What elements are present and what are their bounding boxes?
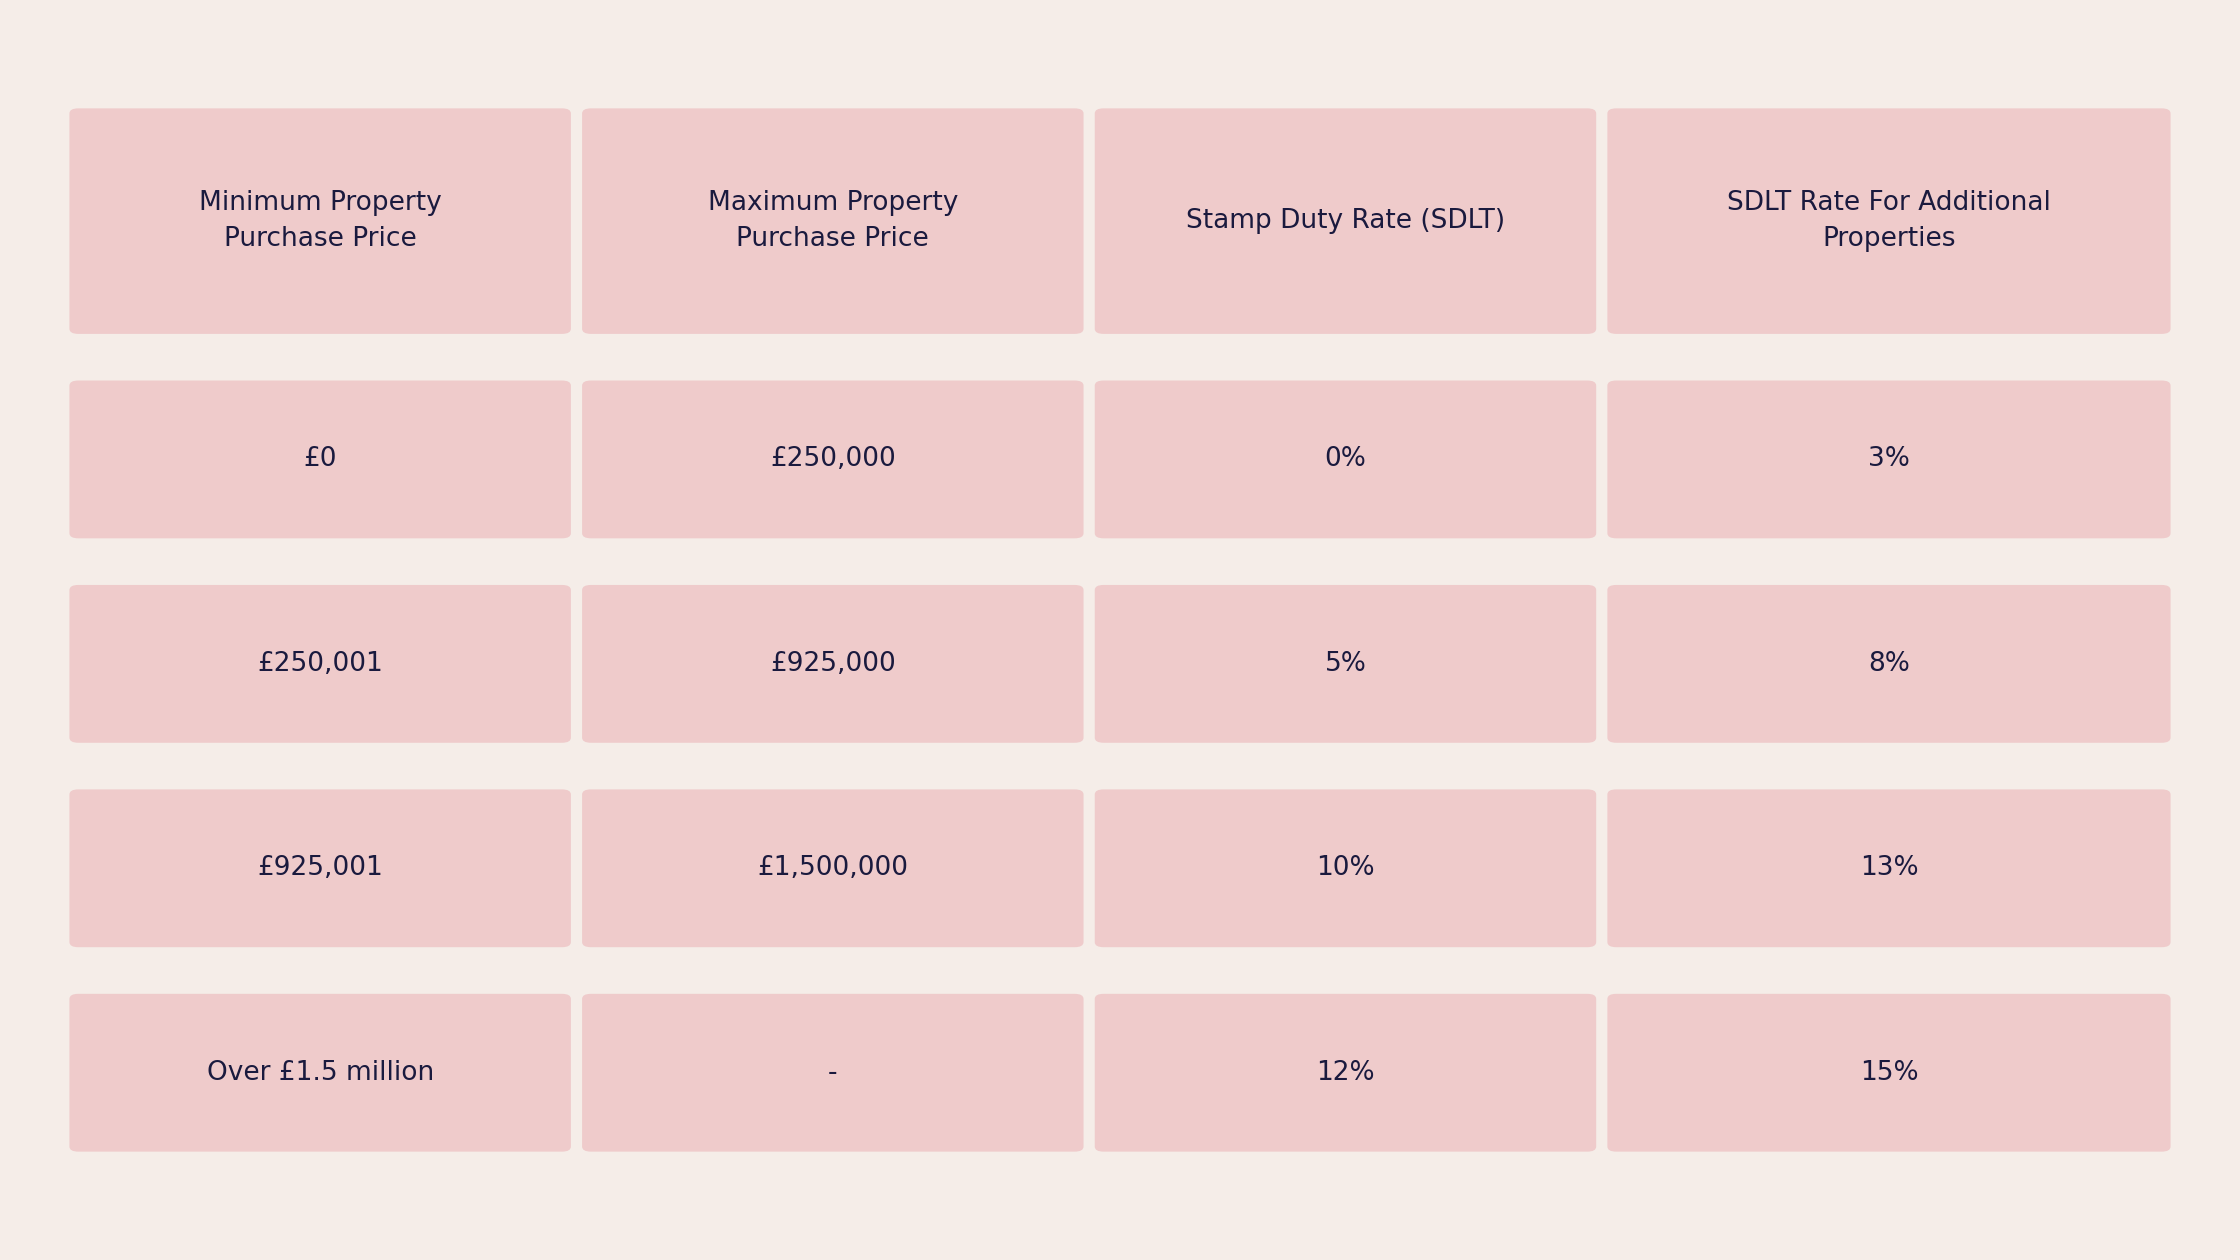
FancyBboxPatch shape <box>69 789 571 948</box>
Text: 13%: 13% <box>1859 856 1917 881</box>
FancyBboxPatch shape <box>1095 381 1597 538</box>
Text: 8%: 8% <box>1868 651 1911 677</box>
FancyBboxPatch shape <box>1095 585 1597 742</box>
FancyBboxPatch shape <box>1095 994 1597 1152</box>
FancyBboxPatch shape <box>582 585 1084 742</box>
Text: £925,000: £925,000 <box>771 651 896 677</box>
Text: Over £1.5 million: Over £1.5 million <box>206 1060 435 1086</box>
Text: 15%: 15% <box>1859 1060 1917 1086</box>
FancyBboxPatch shape <box>1095 108 1597 334</box>
Text: £925,001: £925,001 <box>258 856 383 881</box>
FancyBboxPatch shape <box>582 108 1084 334</box>
Text: Minimum Property
Purchase Price: Minimum Property Purchase Price <box>199 190 441 252</box>
Text: 5%: 5% <box>1324 651 1366 677</box>
FancyBboxPatch shape <box>1608 994 2171 1152</box>
FancyBboxPatch shape <box>1608 585 2171 742</box>
Text: £250,001: £250,001 <box>258 651 383 677</box>
Text: -: - <box>829 1060 838 1086</box>
Text: 10%: 10% <box>1317 856 1375 881</box>
Text: 0%: 0% <box>1324 446 1366 472</box>
FancyBboxPatch shape <box>1608 789 2171 948</box>
FancyBboxPatch shape <box>582 994 1084 1152</box>
FancyBboxPatch shape <box>69 994 571 1152</box>
Text: £250,000: £250,000 <box>771 446 896 472</box>
FancyBboxPatch shape <box>582 789 1084 948</box>
Text: 12%: 12% <box>1317 1060 1375 1086</box>
FancyBboxPatch shape <box>69 381 571 538</box>
Text: 3%: 3% <box>1868 446 1911 472</box>
FancyBboxPatch shape <box>1608 381 2171 538</box>
FancyBboxPatch shape <box>69 585 571 742</box>
Text: SDLT Rate For Additional
Properties: SDLT Rate For Additional Properties <box>1727 190 2052 252</box>
Text: Stamp Duty Rate (SDLT): Stamp Duty Rate (SDLT) <box>1185 208 1505 234</box>
FancyBboxPatch shape <box>1608 108 2171 334</box>
FancyBboxPatch shape <box>69 108 571 334</box>
FancyBboxPatch shape <box>1095 789 1597 948</box>
Text: £0: £0 <box>302 446 336 472</box>
Text: £1,500,000: £1,500,000 <box>757 856 907 881</box>
FancyBboxPatch shape <box>582 381 1084 538</box>
Text: Maximum Property
Purchase Price: Maximum Property Purchase Price <box>708 190 959 252</box>
